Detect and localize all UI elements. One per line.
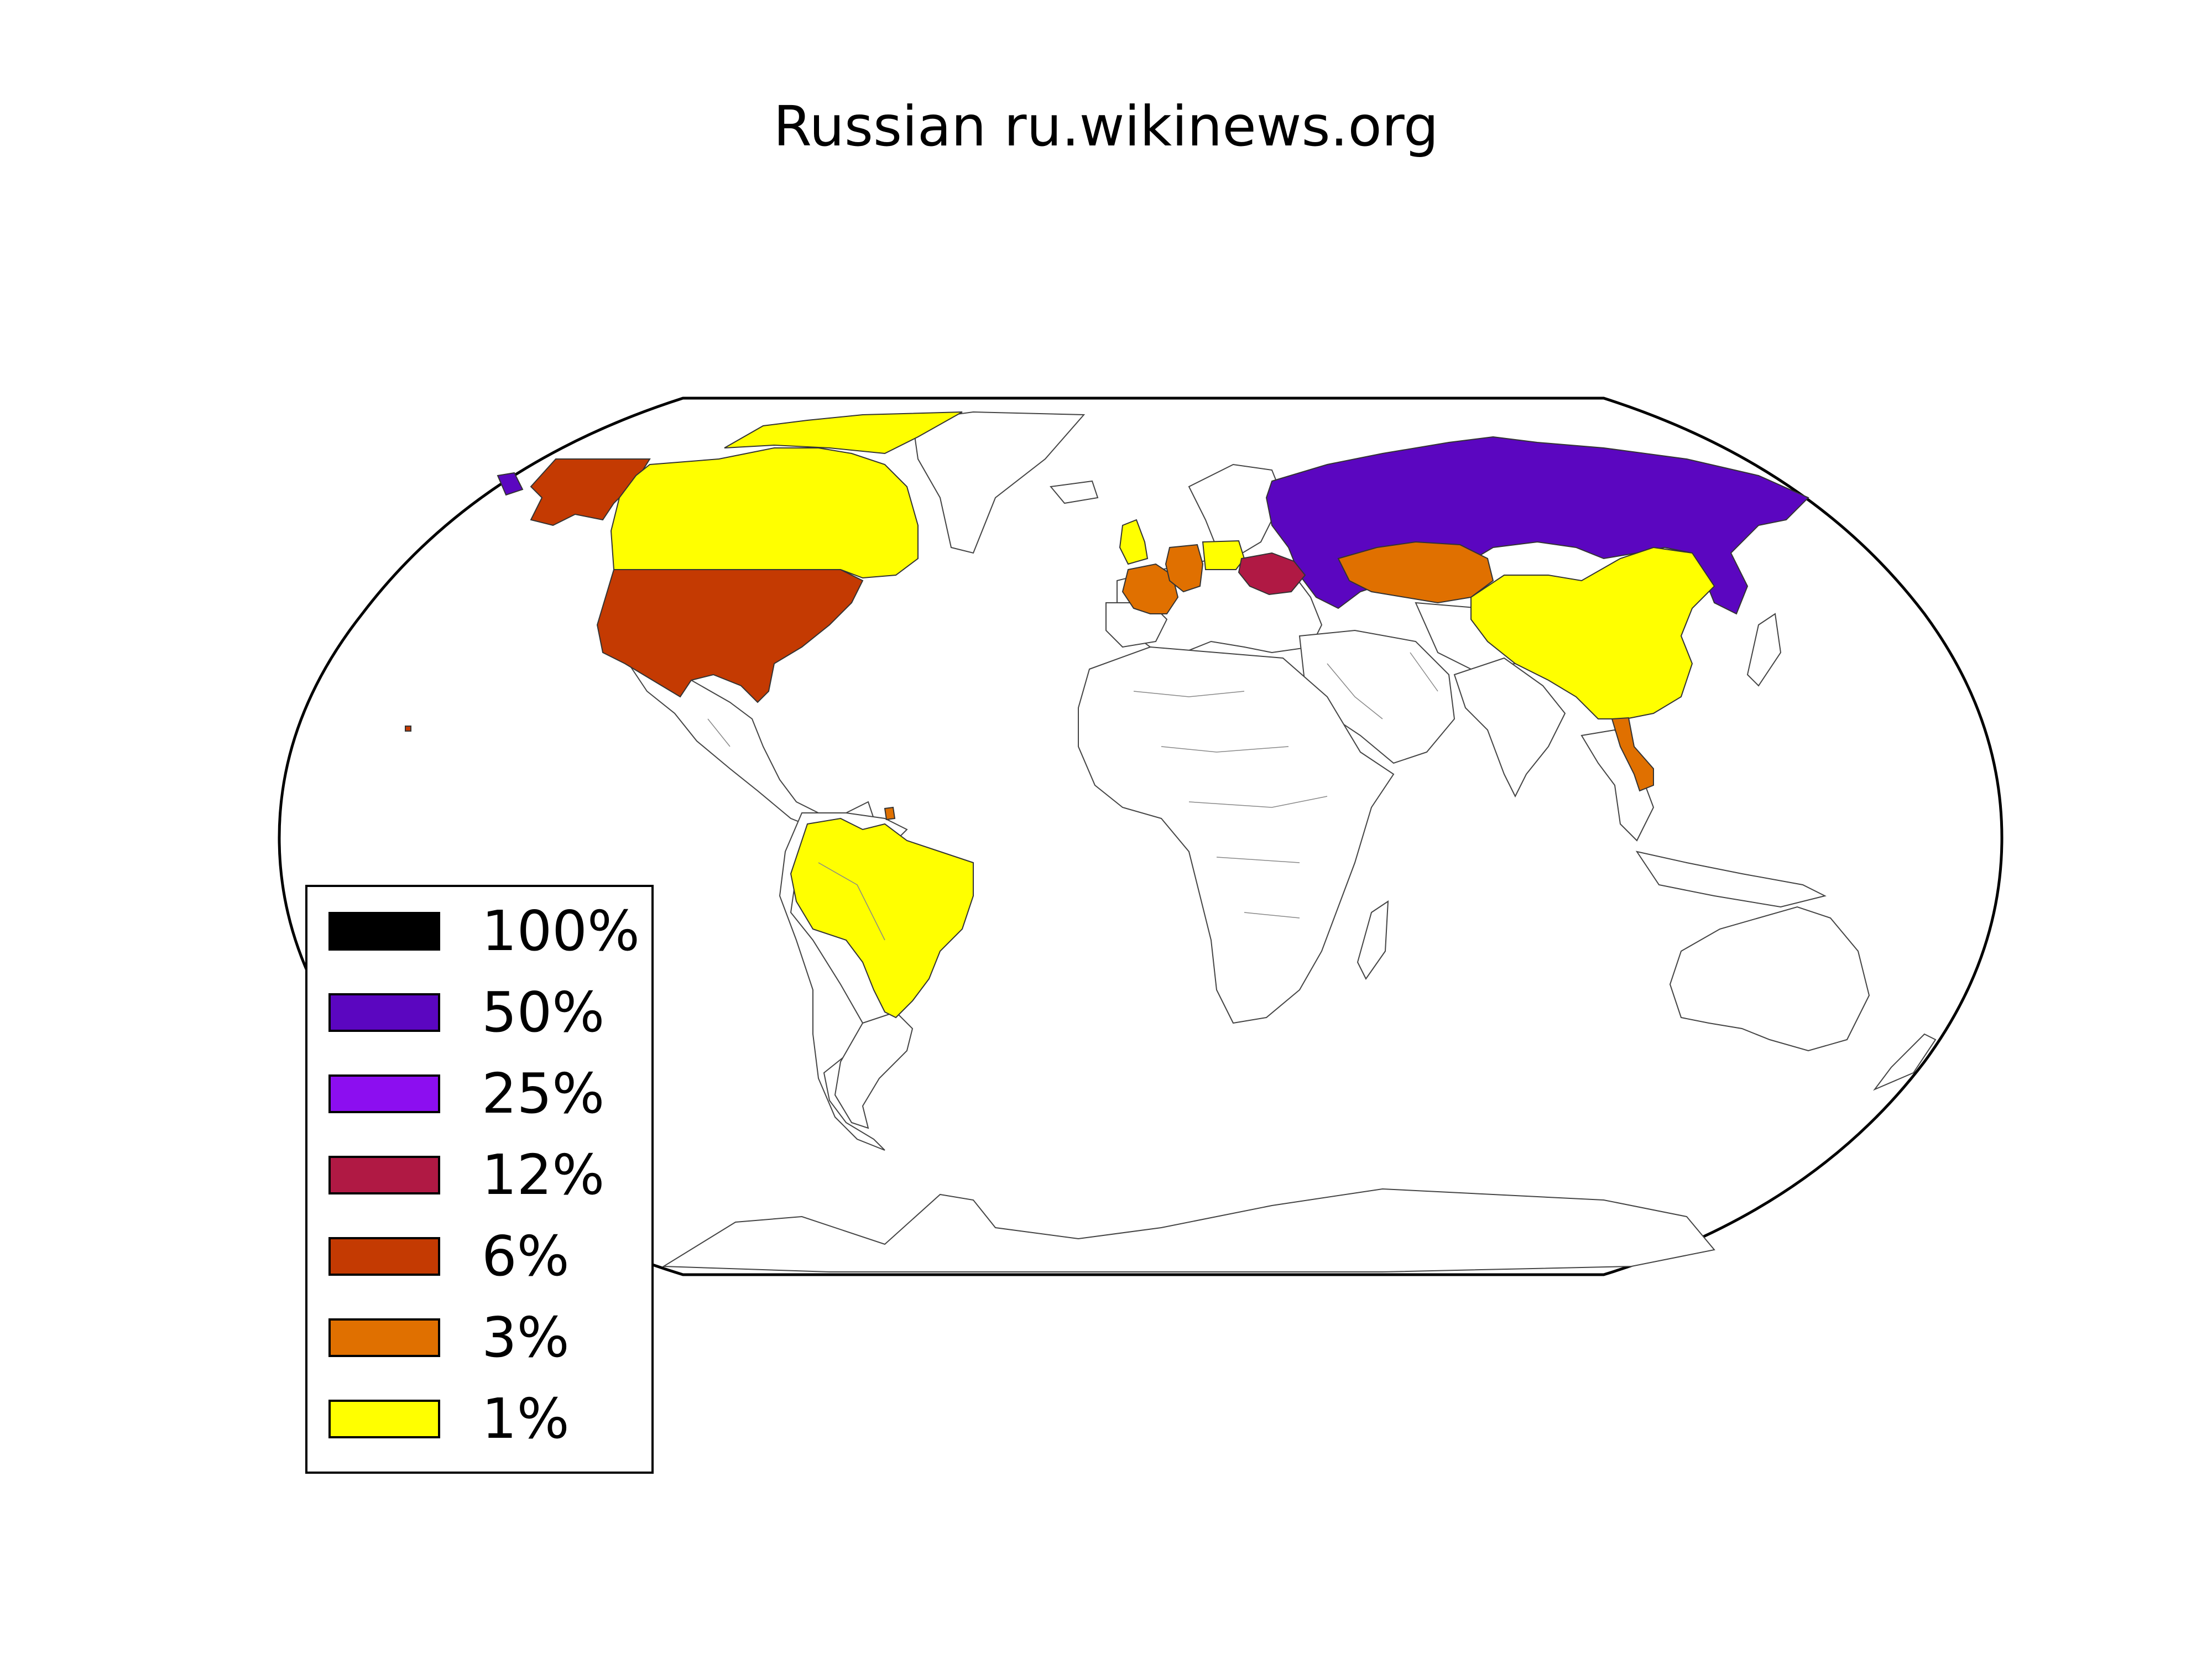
legend-label: 50% [482, 980, 605, 1045]
iceland [1050, 480, 1099, 504]
japan [1746, 613, 1782, 687]
greenland [911, 411, 1086, 554]
legend-item: 12% [328, 1147, 604, 1203]
legend-swatch [328, 1074, 440, 1113]
country-french-guiana [884, 806, 896, 821]
country-germany [1165, 544, 1204, 593]
legend-label: 12% [482, 1142, 605, 1207]
country-ukraine [1238, 552, 1306, 596]
legend-swatch [328, 1237, 440, 1276]
legend-label: 100% [482, 899, 640, 963]
scandinavia [1188, 463, 1284, 560]
india [1453, 657, 1566, 798]
country-canada [610, 447, 919, 579]
legend-item: 6% [328, 1229, 570, 1284]
legend-item: 100% [328, 904, 640, 959]
country-russia-chukotka [497, 472, 524, 496]
legend-item: 50% [328, 985, 604, 1040]
map-title: Russian ru.wikinews.org [773, 94, 1439, 159]
antarctica [661, 1188, 1715, 1272]
country-france [1121, 563, 1179, 614]
indonesia [1635, 851, 1827, 908]
country-kazakhstan [1337, 541, 1494, 604]
legend-label: 3% [482, 1305, 570, 1370]
border-lines [707, 652, 1438, 941]
legend-swatch [328, 912, 440, 951]
country-usa [596, 569, 864, 703]
legend-item: 25% [328, 1066, 604, 1121]
legend-item: 3% [328, 1310, 570, 1365]
legend-swatch [328, 1318, 440, 1357]
country-poland [1202, 540, 1245, 570]
legend-item: 1% [328, 1391, 570, 1447]
legend-swatch [328, 1400, 440, 1438]
legend-swatch [328, 1156, 440, 1194]
argentina [834, 1011, 914, 1129]
country-canada-arctic [724, 411, 963, 455]
new-zealand [1872, 1033, 1937, 1091]
country-vietnam [1611, 717, 1654, 792]
legend: 100% 50% 25% 12% 6% 3% 1% [305, 885, 654, 1474]
africa [1078, 646, 1395, 1024]
country-china [1470, 546, 1715, 719]
legend-label: 1% [482, 1386, 570, 1451]
legend-swatch [328, 993, 440, 1032]
australia [1669, 906, 1870, 1052]
legend-label: 6% [482, 1224, 570, 1288]
madagascar [1357, 900, 1389, 980]
country-brazil [790, 817, 974, 1019]
country-uk [1119, 519, 1149, 565]
country-usa-hawaii [405, 726, 411, 732]
legend-label: 25% [482, 1061, 605, 1126]
